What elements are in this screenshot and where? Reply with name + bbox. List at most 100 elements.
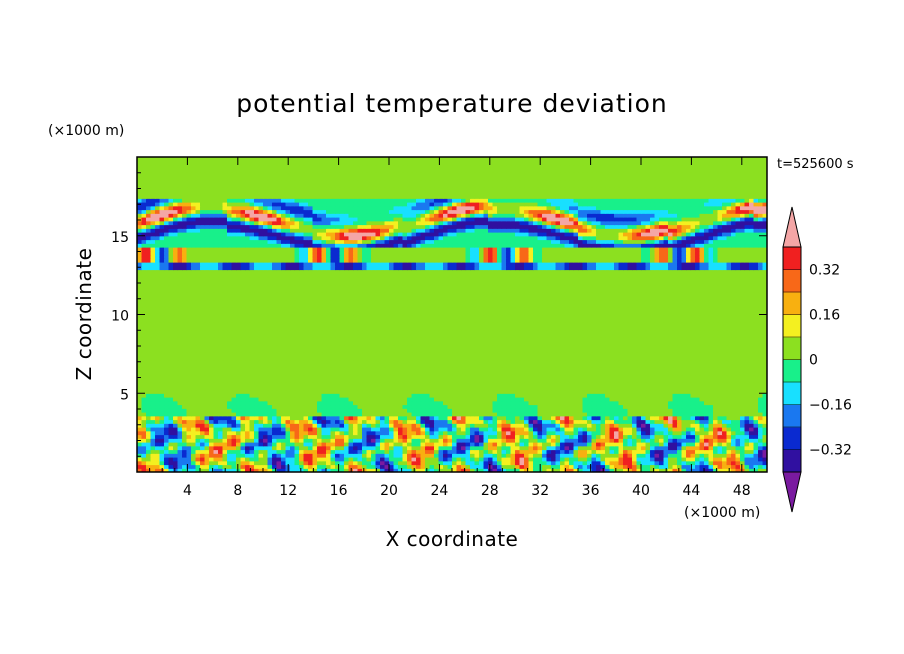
- field-cell: [560, 389, 566, 394]
- field-cell: [326, 430, 332, 436]
- field-cell: [506, 363, 512, 368]
- field-cell: [618, 393, 624, 398]
- field-cell: [542, 430, 548, 436]
- field-cell: [609, 385, 615, 391]
- field-cell: [470, 453, 476, 458]
- field-cell: [726, 438, 732, 443]
- field-cell: [753, 340, 759, 346]
- field-cell: [357, 464, 363, 469]
- field-cell: [407, 385, 413, 391]
- field-cell: [425, 415, 431, 421]
- field-cell: [164, 374, 170, 379]
- field-cell: [146, 468, 152, 472]
- field-cell: [713, 355, 719, 361]
- field-cell: [722, 464, 728, 469]
- field-cell: [330, 442, 336, 447]
- field-cell: [299, 430, 305, 436]
- field-cell: [326, 415, 332, 421]
- field-cell: [546, 427, 552, 432]
- field-cell: [744, 442, 750, 447]
- field-cell: [402, 393, 408, 398]
- field-cell: [497, 393, 503, 398]
- field-cell: [173, 442, 179, 447]
- field-cell: [587, 419, 593, 424]
- field-cell: [357, 352, 363, 357]
- field-cell: [249, 355, 255, 361]
- field-cell: [605, 389, 611, 394]
- field-cell: [330, 389, 336, 394]
- field-cell: [375, 382, 381, 387]
- field-cell: [186, 363, 192, 368]
- field-cell: [326, 438, 332, 443]
- field-cell: [726, 427, 732, 432]
- field-cell: [650, 355, 656, 361]
- field-cell: [429, 453, 435, 458]
- field-cell: [645, 397, 651, 402]
- field-cell: [137, 460, 143, 466]
- field-cell: [704, 457, 710, 462]
- field-cell: [195, 378, 201, 383]
- field-cell: [312, 337, 318, 342]
- field-cell: [191, 397, 197, 402]
- field-cell: [654, 378, 660, 383]
- field-cell: [420, 445, 426, 451]
- field-cell: [497, 348, 503, 353]
- field-cell: [641, 404, 647, 409]
- field-cell: [384, 363, 390, 368]
- field-cell: [290, 434, 296, 439]
- field-cell: [519, 393, 525, 398]
- field-cell: [663, 412, 669, 417]
- field-cell: [501, 355, 507, 361]
- field-cell: [470, 344, 476, 349]
- field-cell: [434, 434, 440, 439]
- field-cell: [722, 404, 728, 409]
- field-cell: [393, 434, 399, 439]
- field-cell: [614, 434, 620, 439]
- field-cell: [645, 404, 651, 409]
- field-cell: [632, 460, 638, 466]
- field-cell: [416, 348, 422, 353]
- field-cell: [254, 468, 260, 472]
- field-cell: [425, 430, 431, 436]
- field-cell: [420, 412, 426, 417]
- field-cell: [429, 363, 435, 368]
- field-cell: [614, 378, 620, 383]
- field-cell: [303, 400, 309, 406]
- field-cell: [632, 352, 638, 357]
- field-cell: [704, 408, 710, 413]
- field-cell: [744, 408, 750, 413]
- field-cell: [681, 340, 687, 346]
- field-cell: [245, 412, 251, 417]
- field-cell: [749, 378, 755, 383]
- field-cell: [209, 449, 215, 454]
- field-cell: [411, 348, 417, 353]
- field-cell: [690, 385, 696, 391]
- field-cell: [600, 415, 606, 421]
- field-cell: [141, 352, 147, 357]
- field-cell: [200, 374, 206, 379]
- field-cell: [659, 397, 665, 402]
- field-cell: [303, 340, 309, 346]
- field-cell: [672, 408, 678, 413]
- field-cell: [186, 352, 192, 357]
- field-cell: [227, 359, 233, 364]
- field-cell: [186, 355, 192, 361]
- field-cell: [146, 434, 152, 439]
- field-cell: [258, 468, 264, 472]
- field-cell: [461, 382, 467, 387]
- field-cell: [632, 370, 638, 376]
- field-cell: [150, 344, 156, 349]
- field-cell: [731, 453, 737, 458]
- field-cell: [744, 400, 750, 406]
- field-cell: [533, 348, 539, 353]
- field-cell: [641, 393, 647, 398]
- field-cell: [362, 382, 368, 387]
- field-cell: [416, 382, 422, 387]
- field-cell: [200, 367, 206, 372]
- field-cell: [465, 352, 471, 357]
- field-cell: [749, 449, 755, 454]
- field-cell: [699, 363, 705, 368]
- field-cell: [177, 464, 183, 469]
- field-cell: [623, 427, 629, 432]
- field-cell: [308, 389, 314, 394]
